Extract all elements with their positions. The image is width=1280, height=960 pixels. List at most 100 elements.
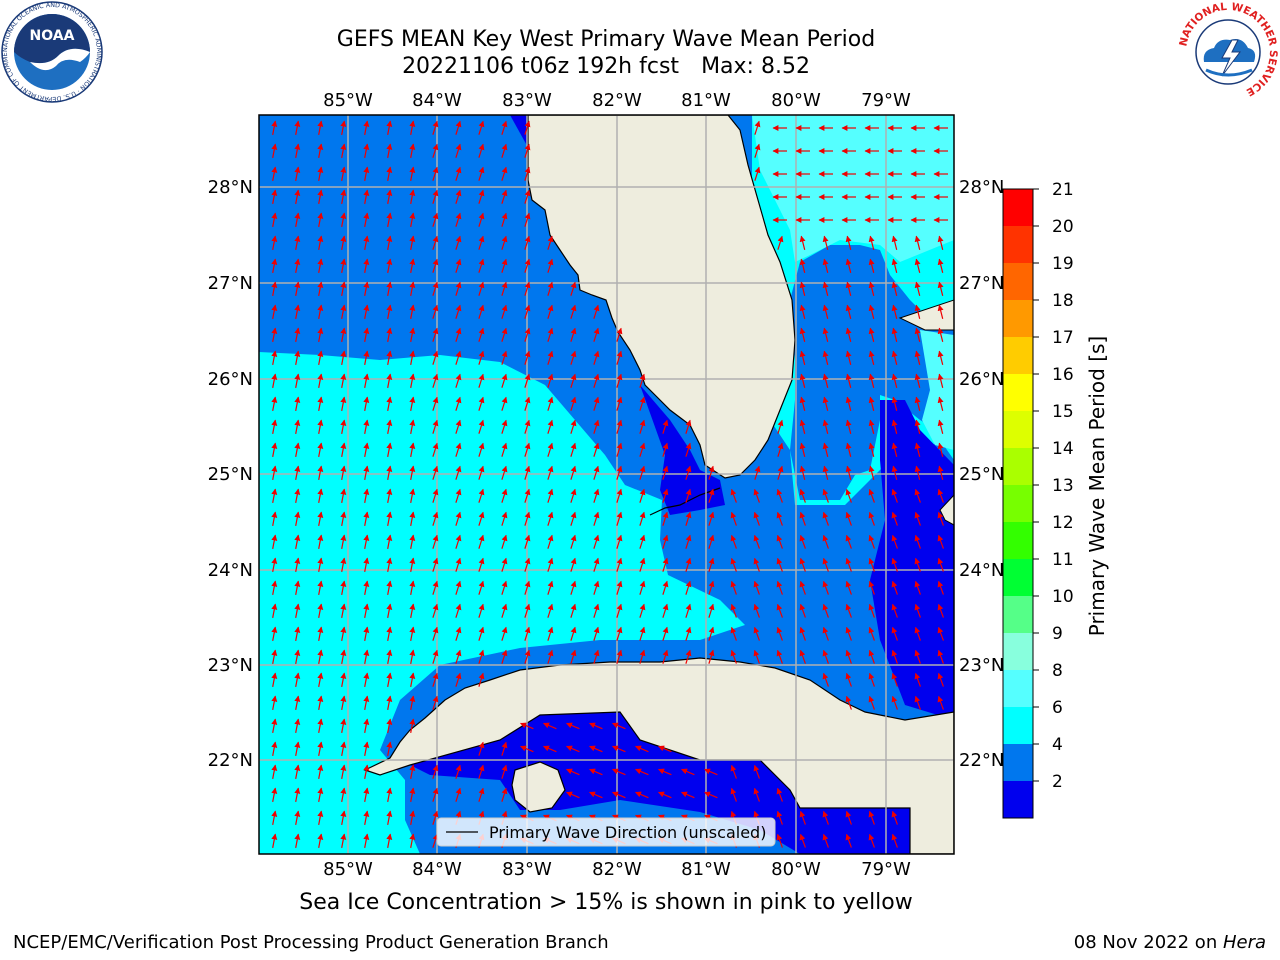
wave-direction-arrows: [271, 120, 948, 849]
wave-arrow: [363, 764, 370, 780]
wave-arrow: [593, 327, 600, 342]
wave-arrow: [662, 626, 669, 641]
wave-arrow: [868, 580, 875, 595]
wave-arrow: [294, 212, 301, 228]
wave-arrow: [294, 120, 301, 136]
wave-arrow: [891, 557, 898, 572]
wave-arrow: [616, 373, 623, 388]
wave-arrow: [294, 281, 301, 297]
wave-arrow: [432, 557, 439, 572]
wave-arrow: [547, 327, 554, 342]
wave-arrow: [271, 212, 278, 228]
wave-arrow: [776, 580, 783, 595]
wave-arrow: [822, 235, 829, 250]
wave-arrow: [294, 718, 301, 734]
wave-arrow: [914, 465, 921, 480]
wave-arrow: [409, 258, 416, 274]
wave-arrow: [271, 626, 278, 642]
wave-arrow: [547, 626, 554, 641]
wave-arrow: [570, 580, 577, 595]
colorbar-tick-label: 10: [1052, 587, 1074, 607]
wave-arrow: [937, 695, 944, 710]
lon-labels-bottom: 85°W 84°W 83°W 82°W 81°W 80°W 79°W: [323, 859, 911, 880]
wave-arrow: [635, 768, 649, 776]
wave-arrow: [271, 189, 278, 205]
wave-arrow: [708, 557, 715, 572]
wave-arrow: [340, 626, 347, 642]
wave-arrow: [753, 534, 760, 549]
wave-arrow: [868, 603, 875, 618]
wave-arrow: [386, 488, 393, 504]
wave-arrow: [685, 465, 692, 480]
colorbar-tick-label: 15: [1052, 402, 1074, 422]
wave-arrow: [937, 281, 944, 296]
wave-arrow: [409, 166, 416, 182]
wave-arrow: [845, 626, 852, 641]
wave-arrow: [386, 212, 393, 228]
wave-arrow: [317, 580, 324, 596]
wave-arrow: [432, 373, 439, 388]
colorbar-tick-label: 4: [1052, 735, 1063, 755]
wave-arrow: [616, 419, 623, 434]
wave-arrow: [730, 649, 737, 664]
wave-arrow: [616, 534, 623, 549]
colorbar-segment: [1003, 263, 1033, 300]
wave-arrow: [845, 258, 852, 273]
wave-arrow: [891, 258, 898, 273]
wave-arrow: [455, 189, 462, 204]
wave-arrow: [317, 695, 324, 711]
wave-arrow: [730, 488, 737, 503]
wave-arrow: [363, 373, 370, 389]
wave-arrow: [432, 327, 439, 342]
wave-arrow: [501, 120, 508, 135]
wave-arrow: [822, 327, 829, 342]
wave-arrow: [409, 488, 416, 504]
period-8-9-region-2: [920, 330, 954, 450]
wave-arrow: [937, 511, 944, 526]
wave-arrow: [868, 557, 875, 572]
colorbar-label: Primary Wave Mean Period [s]: [1085, 335, 1109, 637]
wave-arrow: [409, 442, 416, 458]
wave-arrow: [455, 672, 462, 687]
lat-label: 25°N: [208, 464, 253, 485]
wave-arrow: [386, 534, 393, 550]
wave-arrow: [937, 580, 944, 595]
wave-arrow: [708, 511, 715, 526]
wave-arrow: [566, 791, 580, 799]
wave-arrow: [455, 534, 462, 549]
wave-arrow: [455, 120, 462, 135]
wave-arrow: [271, 603, 278, 619]
wave-arrow: [432, 258, 439, 273]
wave-arrow: [478, 189, 485, 204]
wave-arrow: [547, 557, 554, 572]
wave-arrow: [681, 768, 695, 776]
colorbar-segment: [1003, 189, 1033, 226]
wave-arrow: [294, 764, 301, 780]
wave-arrow: [317, 626, 324, 642]
wave-arrow: [386, 281, 393, 297]
colorbar-segment: [1003, 448, 1033, 485]
wave-arrow: [616, 350, 623, 365]
wave-arrow: [891, 373, 898, 388]
wave-arrow: [317, 442, 324, 458]
wave-arrow: [455, 557, 462, 572]
wave-arrow: [478, 626, 485, 641]
wave-arrow: [937, 534, 944, 549]
wave-arrow: [914, 281, 921, 296]
wave-arrow: [612, 722, 626, 730]
wave-arrow: [363, 166, 370, 182]
wave-arrow: [543, 745, 557, 753]
wave-arrow: [501, 304, 508, 319]
wave-arrow: [363, 833, 370, 849]
wave-arrow: [776, 511, 783, 526]
wave-arrow: [501, 557, 508, 572]
wave-arrow: [317, 810, 324, 826]
wave-arrow: [294, 350, 301, 366]
wave-arrow: [501, 603, 508, 618]
wave-arrow: [386, 465, 393, 481]
wave-arrow: [799, 534, 806, 549]
wave-arrow: [547, 281, 554, 296]
wave-arrow: [294, 672, 301, 688]
wave-arrow: [589, 722, 603, 730]
wave-arrow: [566, 768, 580, 776]
